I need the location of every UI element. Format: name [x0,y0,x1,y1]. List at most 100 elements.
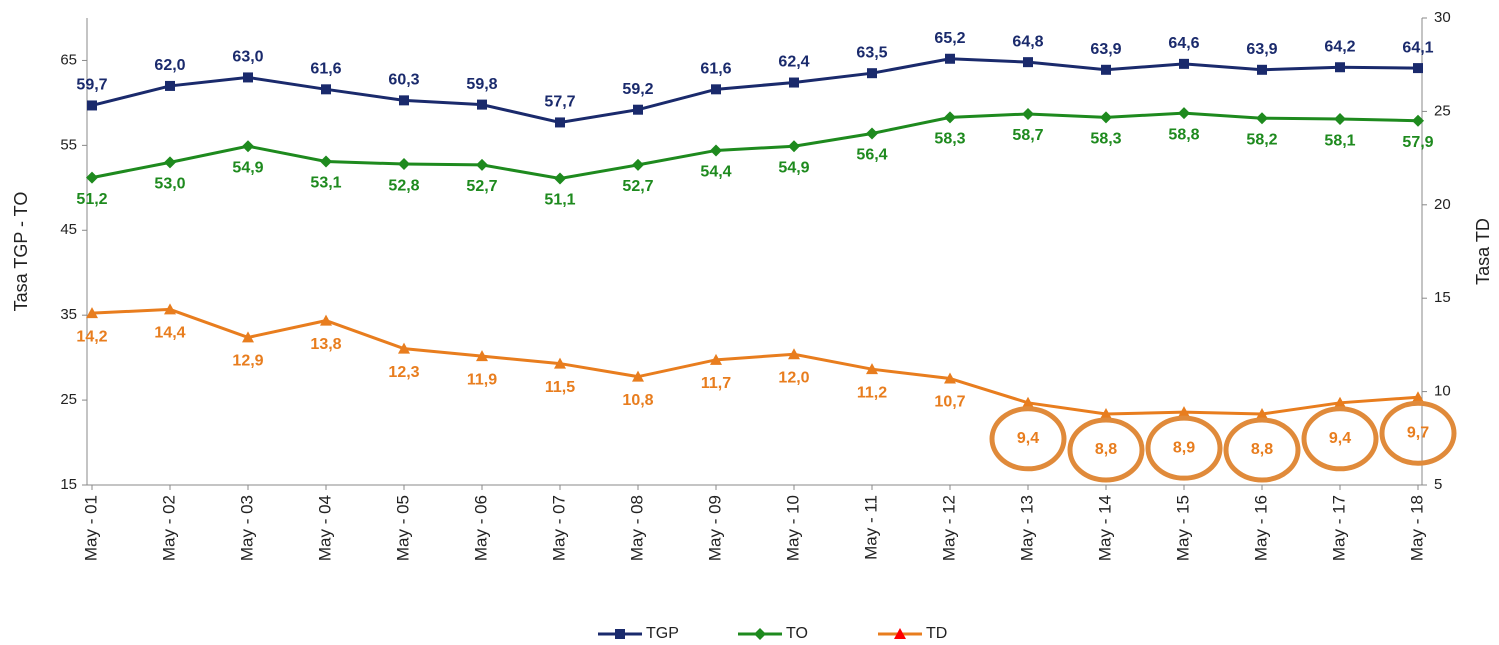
data-label: 53,0 [154,176,185,193]
highlight-circle [1379,400,1457,466]
marker [86,171,98,184]
data-label: 11,7 [701,375,731,392]
marker [1257,64,1267,75]
data-label: 64,6 [1168,35,1199,52]
marker [1256,408,1268,420]
data-label: 11,5 [545,379,575,396]
marker [1256,112,1268,125]
marker [554,357,566,369]
marker [398,342,410,354]
marker [1179,58,1189,69]
x-tick-label: May - 02 [159,495,178,561]
data-label: 12,3 [388,364,419,381]
marker [243,72,253,83]
marker [754,628,766,640]
highlight-circle [1145,415,1223,481]
data-label: 62,4 [778,54,809,71]
marker [398,158,410,171]
marker [554,172,566,185]
y-tick-label: 25 [60,391,77,408]
data-label: 56,4 [856,147,887,164]
data-label: 59,2 [622,81,653,98]
data-label: 60,3 [388,72,419,89]
data-label: 63,0 [232,49,263,66]
marker [867,68,877,79]
highlight-circle [1301,406,1379,472]
marker [242,140,254,153]
data-label: 57,7 [544,94,575,111]
marker [866,363,878,375]
marker [1022,107,1034,120]
data-label: 9,7 [1407,424,1429,441]
marker [476,158,488,171]
y2-tick-label: 20 [1434,196,1451,213]
marker [710,353,722,365]
data-label: 65,2 [934,30,965,47]
marker [633,104,643,115]
data-label: 11,2 [857,384,887,401]
marker [1178,406,1190,418]
marker [164,156,176,169]
y-tick-label: 55 [60,136,77,153]
marker [321,84,331,95]
marker [477,99,487,110]
data-label: 58,3 [934,131,965,148]
data-label: 63,5 [856,44,887,61]
x-tick-label: May - 18 [1407,495,1426,561]
data-label: 58,2 [1246,131,1277,148]
x-tick-label: May - 14 [1095,495,1114,561]
y-tick-label: 65 [60,51,77,68]
y-tick-label: 15 [60,476,77,493]
marker [944,111,956,124]
marker [1335,62,1345,73]
x-tick-label: May - 06 [471,495,490,561]
x-tick-label: May - 11 [861,495,880,560]
marker [1023,57,1033,68]
marker [894,628,906,639]
x-tick-label: May - 07 [549,495,568,561]
series-line [91,307,1419,416]
x-tick-label: May - 16 [1251,495,1270,561]
highlight-circle [1067,417,1145,483]
data-label: 61,6 [700,61,731,78]
y2-axis-title: Tasa TD [1473,218,1493,285]
data-label: 58,1 [1324,132,1355,149]
marker [555,117,565,128]
marker [632,370,644,382]
data-label: 62,0 [154,57,185,74]
x-tick-label: May - 13 [1017,495,1036,561]
marker [165,80,175,91]
data-label: 54,9 [232,159,263,176]
marker [399,95,409,106]
x-tick-label: May - 12 [939,495,958,561]
data-label: 10,7 [934,394,965,411]
marker [1101,64,1111,75]
marker [476,350,488,362]
marker [710,144,722,157]
x-tick-label: May - 08 [627,495,646,561]
legend-label: TO [786,625,808,642]
marker [1178,107,1190,120]
data-label: 57,9 [1402,134,1433,151]
data-label: 64,8 [1012,33,1043,50]
data-label: 63,9 [1246,41,1277,58]
data-label: 64,1 [1402,39,1433,56]
x-tick-label: May - 01 [81,495,100,561]
data-label: 51,1 [544,192,575,209]
marker [945,53,955,64]
data-label: 13,8 [310,336,341,353]
y2-tick-label: 15 [1434,289,1451,306]
data-label: 64,2 [1324,38,1355,55]
data-label: 9,4 [1329,430,1351,447]
marker [789,77,799,88]
series-line [91,111,1419,181]
y2-tick-label: 30 [1434,9,1451,26]
x-tick-label: May - 17 [1329,495,1348,561]
data-label: 59,7 [76,77,107,94]
data-label: 14,2 [76,328,107,345]
marker [242,331,254,343]
data-label: 63,9 [1090,41,1121,58]
marker [788,140,800,153]
y2-tick-label: 10 [1434,383,1451,400]
